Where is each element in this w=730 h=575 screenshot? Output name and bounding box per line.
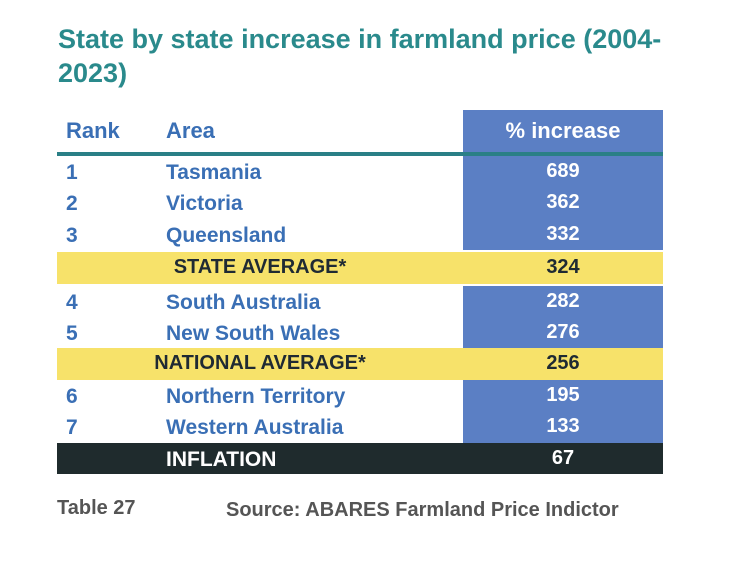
row-area: Victoria (166, 192, 243, 216)
row-area: New South Wales (166, 321, 341, 345)
inflation-row: INFLATION 67 (57, 442, 663, 474)
table-row: 2 Victoria 362 (57, 187, 663, 219)
row-area: Queensland (166, 223, 287, 247)
state-average-label: STATE AVERAGE* (173, 256, 347, 279)
header-area: Area (166, 118, 215, 143)
row-rank: 7 (66, 416, 78, 440)
table-row: 7 Western Australia 133 (57, 411, 663, 443)
row-rank: 2 (66, 192, 78, 216)
table-row: 3 Queensland 332 (57, 218, 663, 251)
state-average-value: 324 (463, 252, 663, 284)
national-average-label: NATIONAL AVERAGE* (154, 352, 366, 375)
row-area: Northern Territory (166, 384, 346, 408)
table-title: State by state increase in farmland pric… (58, 24, 662, 88)
national-average-value: 256 (463, 348, 663, 380)
row-rank: 3 (66, 223, 78, 247)
table-header: Rank Area % increase (57, 110, 663, 152)
table-row: 6 Northern Territory 195 (57, 379, 663, 412)
row-value: 133 (463, 411, 663, 443)
row-area: Western Australia (166, 416, 344, 440)
row-value: 195 (463, 379, 663, 412)
table-row: 5 New South Wales 276 (57, 316, 663, 349)
inflation-value: 67 (463, 442, 663, 474)
table-row: 4 South Australia 282 (57, 285, 663, 317)
row-area: South Australia (166, 290, 321, 314)
row-value: 276 (463, 316, 663, 349)
table-source: Source: ABARES Farmland Price Indictor (226, 499, 619, 521)
row-value: 282 (463, 285, 663, 317)
table-row: 1 Tasmania 689 (57, 156, 663, 188)
row-rank: 6 (66, 384, 78, 408)
row-area: Tasmania (166, 161, 262, 184)
table-number: Table 27 (57, 497, 136, 519)
row-rank: 1 (66, 161, 78, 184)
inflation-label: INFLATION (166, 447, 277, 471)
row-value: 362 (463, 187, 663, 219)
national-average-row: NATIONAL AVERAGE* 256 (57, 348, 663, 380)
row-value: 332 (463, 218, 663, 251)
row-rank: 4 (66, 290, 78, 314)
farmland-price-table: Rank Area % increase 1 Tasmania 689 2 Vi… (57, 110, 663, 474)
state-average-row: STATE AVERAGE* 324 (57, 252, 663, 284)
header-divider (57, 152, 663, 156)
row-value: 689 (463, 156, 663, 188)
header-increase: % increase (463, 110, 663, 152)
row-rank: 5 (66, 321, 78, 345)
header-rank: Rank (66, 118, 120, 143)
